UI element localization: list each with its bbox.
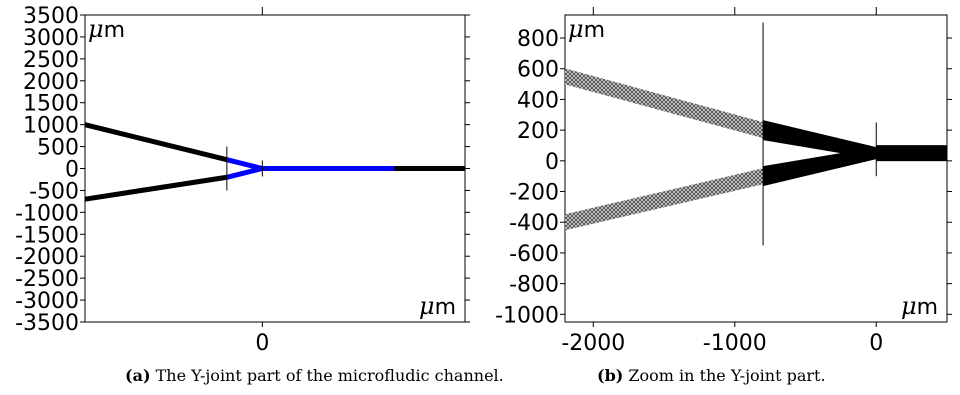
panel-a-y-tick-label: 3500 xyxy=(23,4,79,29)
panel-b-channel xyxy=(565,22,947,246)
panel-a-y-tick-label: -2500 xyxy=(15,267,79,292)
panel-b-unit-label-bottom-m: m xyxy=(917,295,938,320)
panel-a-y-tick-label: 1500 xyxy=(23,92,79,117)
panel-a-y-tick-label: -1000 xyxy=(15,201,79,226)
panel-b-y-tick-label: 800 xyxy=(517,27,559,52)
panel-a-channel xyxy=(84,122,465,202)
joint-upper-channel xyxy=(226,157,263,171)
panel-a-unit-label-top-mu: μ xyxy=(88,15,104,43)
panel-a-unit-label-bottom-m: m xyxy=(435,295,456,320)
panel-a-x-ticks: 0 xyxy=(255,7,269,356)
panel-b-y-tick-label: -400 xyxy=(509,211,559,236)
panel-a-unit-label-top-m: m xyxy=(104,18,125,43)
panel-b-unit-label-bottom-mu: μ xyxy=(901,292,917,320)
panel-a-unit-label-bottom-mu: μ xyxy=(419,292,435,320)
panel-b-unit-label-top-m: m xyxy=(584,18,605,43)
panel-a-y-tick-label: -500 xyxy=(29,179,79,204)
panel-b-y-tick-label: 600 xyxy=(517,58,559,83)
panel-b: 800 600 400 200 0 -200 -400 -600 -800 -1000 -2000… xyxy=(495,7,952,356)
joint-lower-channel xyxy=(226,166,263,180)
panel-b-y-tick-label: -200 xyxy=(509,181,559,206)
panel-b-x-tick-label: -1000 xyxy=(703,331,767,356)
panel-a-unit-label-bottom: μm xyxy=(419,292,456,320)
panel-b-y-ticks: 800 600 400 200 0 -200 -400 -600 -800 -1000 xyxy=(495,27,952,328)
panel-b-y-tick-label: -800 xyxy=(509,273,559,298)
panel-a: 3500300025002000150010005000-500-1000-15… xyxy=(15,4,470,356)
panel-b-y-tick-label: 200 xyxy=(517,119,559,144)
main-channel-mesh xyxy=(876,145,947,162)
panel-a-unit-label-top: μm xyxy=(88,15,125,43)
panel-a-y-tick-label: 2000 xyxy=(23,70,79,95)
panel-b-unit-label-top: μm xyxy=(568,15,605,43)
lower-inlet-channel xyxy=(84,174,228,202)
upper-inlet-mesh xyxy=(565,68,764,139)
panel-a-y-tick-label: 1000 xyxy=(23,114,79,139)
panel-a-y-tick-label: 500 xyxy=(37,136,79,161)
panel-a-x-tick-label: 0 xyxy=(255,331,269,356)
panel-b-frame xyxy=(564,14,948,323)
panel-a-y-tick-label: -3500 xyxy=(15,311,79,336)
panel-b-unit-label-bottom: μm xyxy=(901,292,938,320)
panel-b-unit-label-top-mu: μ xyxy=(568,15,584,43)
panel-a-y-tick-label: -3000 xyxy=(15,289,79,314)
lower-joint-dense-mesh xyxy=(763,147,877,187)
panel-b-y-tick-label: 0 xyxy=(545,150,559,175)
panel-b-x-ticks: -2000 -1000 0 xyxy=(561,7,883,356)
upper-inlet-channel xyxy=(84,122,228,163)
caption-b: (b) Zoom in the Y-joint part. xyxy=(597,366,826,385)
caption-a-text: The Y-joint part of the microfludic chan… xyxy=(150,366,504,385)
panel-b-x-tick-label: -2000 xyxy=(561,331,625,356)
panel-a-y-tick-label: 0 xyxy=(65,158,79,183)
panel-b-x-tick-label: 0 xyxy=(869,331,883,356)
panel-b-y-tick-label: -600 xyxy=(509,242,559,267)
panel-a-y-tick-label: 3000 xyxy=(23,26,79,51)
panel-b-y-tick-label: 400 xyxy=(517,88,559,113)
caption-b-text: Zoom in the Y-joint part. xyxy=(623,366,826,385)
caption-a-label: (a) xyxy=(125,366,151,385)
caption-a: (a) The Y-joint part of the microfludic … xyxy=(125,366,504,385)
upper-joint-dense-mesh xyxy=(763,120,877,160)
caption-b-label: (b) xyxy=(597,366,624,385)
panel-b-y-tick-label: -1000 xyxy=(495,303,559,328)
panel-a-y-tick-label: -2000 xyxy=(15,245,79,270)
panel-a-y-ticks: 3500300025002000150010005000-500-1000-15… xyxy=(15,4,470,336)
panel-a-y-tick-label: -1500 xyxy=(15,223,79,248)
panel-a-y-tick-label: 2500 xyxy=(23,48,79,73)
lower-inlet-mesh xyxy=(565,168,764,231)
